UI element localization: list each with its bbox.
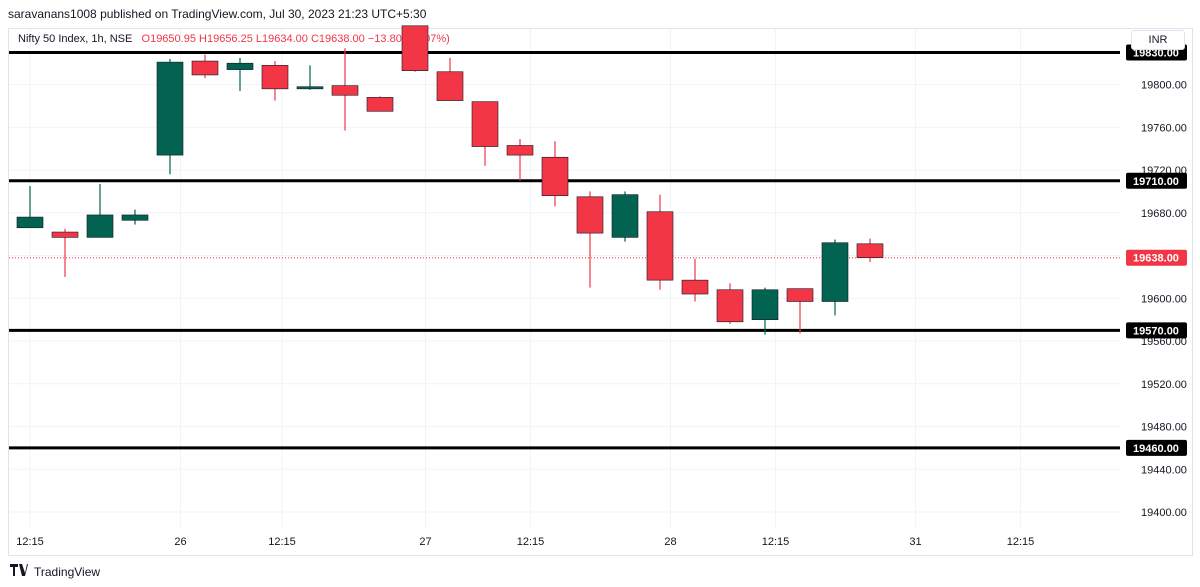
y-tick-label: 19600.00 (1141, 293, 1187, 305)
level-price-label: 19710.00 (1133, 176, 1179, 188)
close-value: C19638.00 (310, 33, 365, 45)
candle[interactable] (261, 61, 289, 101)
candle[interactable] (296, 65, 324, 90)
candle-body (646, 211, 674, 281)
grid (9, 29, 1120, 527)
x-tick-label: 12:15 (517, 536, 545, 548)
candle[interactable] (646, 194, 674, 290)
candles[interactable] (16, 25, 884, 335)
symbol-info: Nifty 50 Index, 1h, NSE (18, 33, 133, 45)
candle-body (121, 214, 149, 221)
open-value: O19650.95 (141, 33, 196, 45)
x-tick-label: 12:15 (1007, 536, 1035, 548)
candle[interactable] (156, 58, 184, 175)
x-tick-label: 31 (909, 536, 921, 548)
y-tick-label: 19400.00 (1141, 507, 1187, 519)
y-tick-label: 19480.00 (1141, 422, 1187, 434)
y-tick-label: 19560.00 (1141, 336, 1187, 348)
candle-body (16, 216, 44, 229)
candle-body (681, 279, 709, 295)
candle-body (366, 97, 394, 112)
candle-body (506, 145, 534, 156)
candle-body (786, 288, 814, 302)
candle[interactable] (16, 186, 44, 229)
candle-body (296, 86, 324, 90)
candle-body (611, 194, 639, 238)
x-tick-label: 12:15 (268, 536, 296, 548)
candle-body (436, 71, 464, 101)
candle[interactable] (366, 96, 394, 112)
level-price-label: 19830.00 (1133, 48, 1179, 60)
tradingview-logo-icon[interactable] (10, 564, 28, 579)
y-tick-label: 19680.00 (1141, 208, 1187, 220)
change-value: −13.80 (−0.07%) (367, 33, 450, 45)
candle-body (191, 60, 219, 76)
candle-body (51, 231, 79, 238)
y-tick-label: 19800.00 (1141, 80, 1187, 92)
candle[interactable] (541, 141, 569, 207)
candle-body (716, 289, 744, 323)
series-legend: Nifty 50 Index, 1h, NSE O19650.95 H19656… (18, 33, 450, 45)
candle[interactable] (856, 238, 884, 262)
footer: TradingView (10, 564, 100, 579)
candle-body (541, 156, 569, 197)
candle-body (401, 25, 429, 71)
candle[interactable] (401, 25, 429, 72)
candle-body (226, 62, 254, 70)
candle[interactable] (716, 283, 744, 324)
x-tick-label: 28 (664, 536, 676, 548)
high-value: H19656.25 (199, 33, 253, 45)
last-price-badge (1126, 249, 1187, 266)
y-tick-label: 19760.00 (1141, 122, 1187, 134)
level-price-badge (1126, 172, 1187, 189)
brand-name[interactable]: TradingView (34, 564, 101, 579)
level-price-badge (1126, 322, 1187, 339)
candle-body (86, 214, 114, 238)
chart-frame[interactable] (8, 28, 1193, 556)
candle-body (261, 65, 289, 90)
currency-selector[interactable]: INR (1131, 30, 1185, 50)
candle-body (576, 196, 604, 234)
x-tick-label: 27 (419, 536, 431, 548)
candle-body (471, 101, 499, 147)
x-tick-label: 26 (174, 536, 186, 548)
candle-body (821, 242, 849, 302)
x-tick-label: 12:15 (16, 536, 44, 548)
y-tick-label: 19520.00 (1141, 379, 1187, 391)
level-price-label: 19570.00 (1133, 325, 1179, 337)
candle[interactable] (471, 101, 499, 166)
candle-body (856, 243, 884, 258)
candle[interactable] (681, 258, 709, 302)
price-labels: 19830.00 19710.00 19570.00 19460.00 19638.00 (1126, 44, 1187, 456)
candle-body (331, 85, 359, 96)
candle[interactable] (121, 209, 149, 225)
candle[interactable] (226, 57, 254, 91)
time-axis[interactable]: 12:15 26 12:15 27 12:15 28 12:15 31 12:15 (16, 536, 1034, 548)
candle-body (156, 61, 184, 156)
publisher-attribution: saravanans1008 published on TradingView.… (8, 7, 427, 21)
level-price-label: 19460.00 (1133, 443, 1179, 455)
level-price-badge (1126, 439, 1187, 456)
candle[interactable] (436, 57, 464, 101)
candle[interactable] (86, 183, 114, 238)
last-price-label: 19638.00 (1133, 253, 1179, 265)
candle[interactable] (576, 191, 604, 288)
candle[interactable] (331, 48, 359, 131)
y-tick-label: 19440.00 (1141, 464, 1187, 476)
candle[interactable] (191, 54, 219, 79)
candle[interactable] (506, 139, 534, 181)
support-resistance-levels[interactable] (9, 51, 1120, 450)
x-tick-label: 12:15 (762, 536, 790, 548)
candle-body (751, 289, 779, 320)
low-value: L19634.00 (255, 33, 308, 45)
candle[interactable] (611, 191, 639, 242)
candle[interactable] (51, 228, 79, 277)
candle[interactable] (751, 287, 779, 335)
candle[interactable] (821, 239, 849, 316)
candle[interactable] (786, 288, 814, 334)
